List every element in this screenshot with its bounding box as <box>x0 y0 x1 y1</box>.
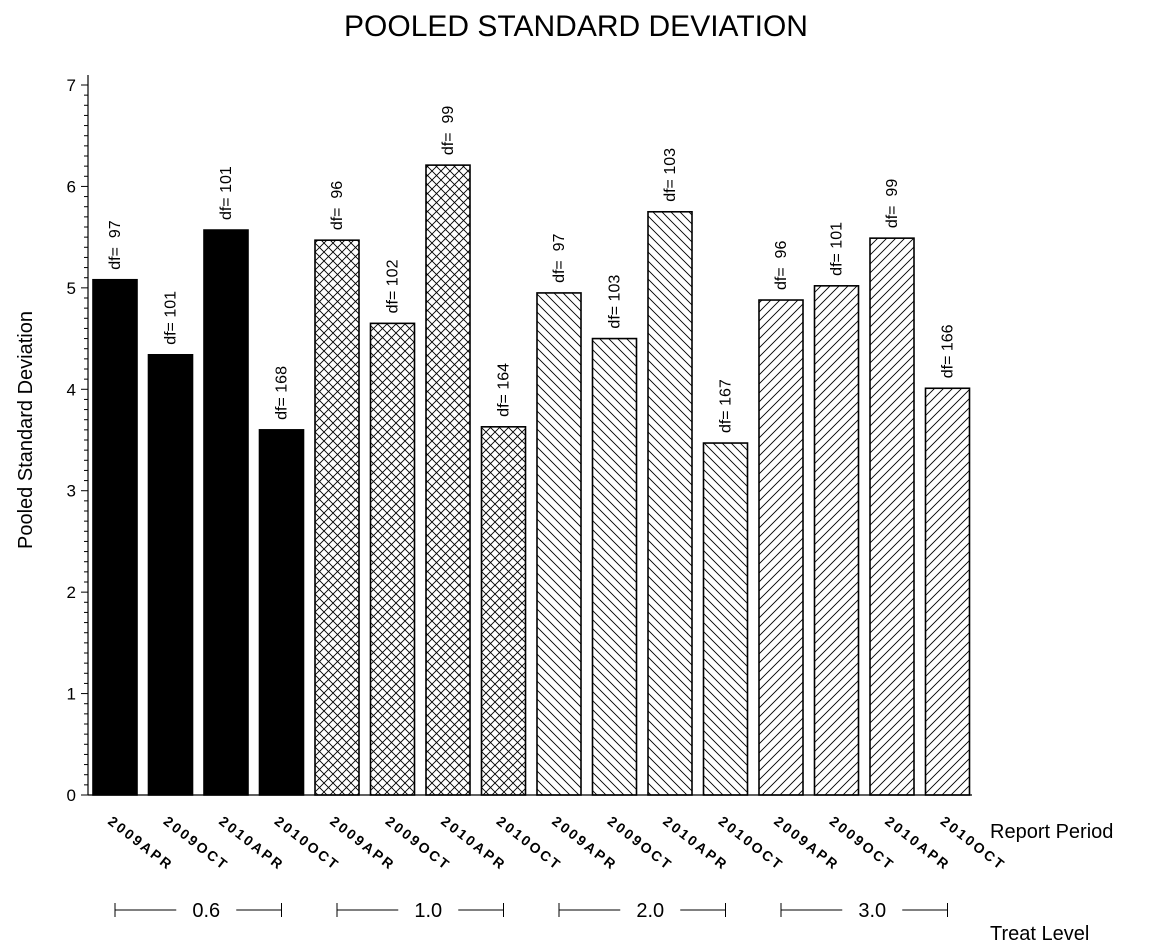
y-tick-label: 0 <box>67 786 76 805</box>
bar <box>869 237 915 796</box>
df-label: df= 99 <box>884 179 901 228</box>
bar <box>647 210 693 796</box>
y-tick-label: 1 <box>67 685 76 704</box>
df-label: df= 167 <box>718 379 735 433</box>
df-label: df= 166 <box>940 324 957 378</box>
df-label: df= 96 <box>773 241 790 290</box>
group-labels-layer: 0.6 1.0 2.0 3.0 <box>114 900 948 922</box>
group-label: 1.0 <box>414 900 442 922</box>
y-axis-title: Pooled Standard Deviation <box>15 311 37 549</box>
df-label: df= 97 <box>107 220 124 269</box>
y-tick-label: 5 <box>67 279 76 298</box>
bar <box>813 285 860 796</box>
category-labels-layer: 2009APR2009OCT2010APR2010OCT2009APR2009O… <box>105 813 1009 874</box>
bar <box>591 337 638 796</box>
df-label: df= 99 <box>440 106 457 155</box>
df-label: df= 168 <box>274 366 291 420</box>
bar <box>258 429 305 796</box>
y-tick-label: 4 <box>67 380 76 399</box>
bar <box>425 164 471 796</box>
df-label: df= 103 <box>607 275 624 329</box>
bar <box>147 353 194 796</box>
chart-title: POOLED STANDARD DEVIATION <box>344 10 808 43</box>
bar <box>480 426 527 796</box>
group-label: 3.0 <box>858 900 886 922</box>
df-label: df= 164 <box>496 363 513 417</box>
df-label: df= 101 <box>829 222 846 276</box>
bar <box>314 239 360 796</box>
bars-layer <box>92 164 971 796</box>
x-axis-title: Report Period <box>990 821 1113 843</box>
bar <box>536 292 582 796</box>
df-label: df= 103 <box>662 148 679 202</box>
group-label: 0.6 <box>192 900 220 922</box>
bar <box>924 387 971 796</box>
df-label: df= 101 <box>163 291 180 345</box>
y-tick-label: 2 <box>67 583 76 602</box>
df-label: df= 97 <box>551 233 568 282</box>
y-tick-label: 7 <box>67 76 76 95</box>
df-label: df= 96 <box>329 181 346 230</box>
bar <box>702 442 749 796</box>
bar <box>369 322 416 796</box>
bar <box>203 229 249 796</box>
y-tick-label: 6 <box>67 177 76 196</box>
df-labels-layer: df= 97 df= 101 df= 101 df= 168 df= 96 df= 102… <box>107 106 957 433</box>
group-label: 2.0 <box>636 900 664 922</box>
y-tick-label: 3 <box>67 482 76 501</box>
df-label: df= 101 <box>218 166 235 220</box>
df-label: df= 102 <box>385 259 402 313</box>
bar <box>92 278 138 796</box>
group-axis-title: Treat Level <box>990 923 1089 945</box>
bar <box>758 299 804 796</box>
